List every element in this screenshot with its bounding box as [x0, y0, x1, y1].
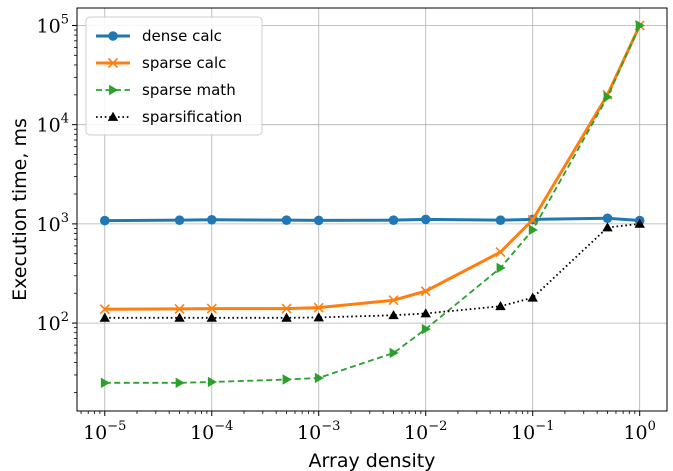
data-point-sparsification: [206, 312, 217, 322]
legend-marker-dense-calc: [108, 31, 118, 41]
y-tick-label: 102: [37, 310, 69, 335]
data-point-sparsification: [602, 222, 613, 232]
data-point-sparsification: [313, 312, 324, 322]
data-point-dense-calc: [206, 214, 217, 225]
y-tick-label: 105: [37, 12, 69, 37]
data-point-dense-calc: [313, 215, 324, 226]
plot-frame: [76, 7, 668, 412]
x-tick-label: 10−1: [511, 419, 554, 444]
y-tick-label: 104: [37, 112, 69, 137]
data-point-sparse-calc: [99, 304, 110, 315]
data-point-sparsification: [527, 292, 538, 302]
x-tick-label: 10−2: [404, 419, 447, 444]
x-tick-label: 10−5: [83, 419, 126, 444]
data-point-sparse-math: [496, 262, 506, 274]
data-point-sparse-calc: [313, 302, 324, 313]
data-point-sparse-math: [528, 224, 538, 236]
data-point-sparse-math: [314, 372, 324, 384]
series-line-sparse-math: [104, 25, 641, 384]
x-tick-label: 10−4: [190, 419, 233, 444]
data-point-dense-calc: [99, 215, 110, 226]
data-point-sparsification: [634, 218, 645, 228]
data-point-sparse-calc: [420, 286, 431, 297]
data-point-sparse-calc: [206, 303, 217, 314]
legend-marker-sparse-calc: [107, 57, 119, 69]
data-point-sparse-calc: [174, 303, 185, 314]
data-point-sparse-calc: [388, 295, 399, 306]
data-point-sparsification: [174, 312, 185, 322]
data-point-sparse-math: [100, 377, 110, 389]
ticks: 10−5 10−4 10−3 10−2 10−1 100 102 103 104 105: [37, 12, 656, 444]
data-point-sparsification: [281, 312, 292, 322]
data-point-sparse-math: [603, 91, 613, 103]
data-point-sparse-math: [421, 323, 431, 335]
legend-marker-sparse-math: [109, 84, 119, 96]
data-point-sparse-calc: [495, 246, 506, 258]
y-tick-label: 103: [37, 211, 69, 236]
data-point-sparse-math: [389, 347, 399, 359]
x-tick-label: 100: [623, 419, 655, 444]
series-sparse-math: [100, 20, 645, 389]
x-axis-label: Array density: [309, 450, 436, 471]
data-point-dense-calc: [388, 215, 399, 225]
legend-label-dense-calc: dense calc: [142, 27, 222, 45]
data-point-sparse-math: [282, 374, 292, 385]
legend-box: [85, 16, 263, 136]
series-sparsification: [99, 218, 645, 322]
data-point-dense-calc: [495, 215, 506, 225]
data-point-sparsification: [99, 312, 110, 322]
series-sparse-calc: [99, 20, 645, 315]
legend-label-sparsification: sparsification: [142, 108, 242, 126]
data-point-dense-calc: [602, 213, 613, 224]
data-point-sparsification: [388, 310, 399, 320]
y-axis-label: Execution time, ms: [9, 118, 31, 301]
data-point-sparsification: [420, 308, 431, 318]
legend-marker-sparsification: [107, 111, 119, 121]
data-point-sparse-math: [207, 376, 217, 388]
data-point-dense-calc: [420, 214, 431, 225]
legend-label-sparse-calc: sparse calc: [142, 54, 226, 72]
data-point-dense-calc: [174, 215, 185, 225]
data-point-dense-calc: [281, 215, 292, 225]
legend-label-sparse-math: sparse math: [142, 81, 236, 99]
series-layer: [99, 20, 645, 389]
data-point-sparsification: [495, 301, 506, 311]
data-point-sparse-calc: [281, 303, 292, 314]
x-tick-label: 10−3: [297, 419, 340, 444]
data-point-sparse-math: [175, 377, 185, 389]
data-point-sparse-math: [635, 20, 645, 31]
legend: dense calc sparse calc sparse math sparsifi…: [85, 16, 263, 136]
